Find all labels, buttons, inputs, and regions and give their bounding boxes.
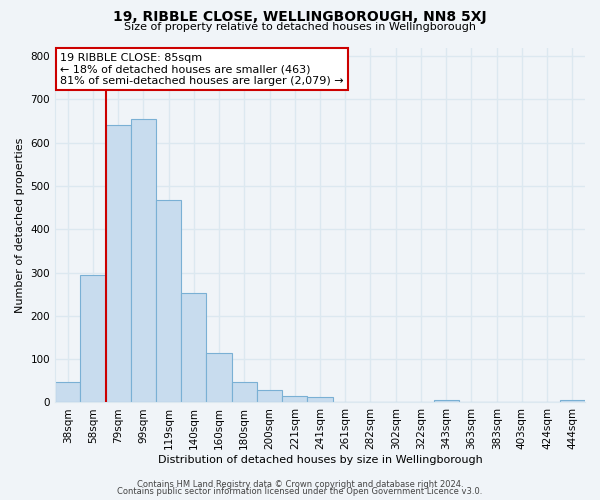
Y-axis label: Number of detached properties: Number of detached properties [15, 138, 25, 312]
Bar [131, 119, 156, 403]
Bar [560, 400, 585, 402]
Bar [80, 275, 106, 402]
Text: Contains HM Land Registry data © Crown copyright and database right 2024.: Contains HM Land Registry data © Crown c… [137, 480, 463, 489]
Bar [307, 397, 332, 402]
Bar [257, 390, 282, 402]
Bar [181, 293, 206, 403]
Bar [434, 400, 459, 402]
Text: 19, RIBBLE CLOSE, WELLINGBOROUGH, NN8 5XJ: 19, RIBBLE CLOSE, WELLINGBOROUGH, NN8 5X… [113, 10, 487, 24]
Bar [206, 353, 232, 403]
Text: Size of property relative to detached houses in Wellingborough: Size of property relative to detached ho… [124, 22, 476, 32]
Bar [282, 396, 307, 402]
Bar [55, 382, 80, 402]
Bar [232, 382, 257, 402]
Bar [106, 126, 131, 402]
Text: Contains public sector information licensed under the Open Government Licence v3: Contains public sector information licen… [118, 487, 482, 496]
X-axis label: Distribution of detached houses by size in Wellingborough: Distribution of detached houses by size … [158, 455, 482, 465]
Text: 19 RIBBLE CLOSE: 85sqm
← 18% of detached houses are smaller (463)
81% of semi-de: 19 RIBBLE CLOSE: 85sqm ← 18% of detached… [61, 53, 344, 86]
Bar [156, 200, 181, 402]
